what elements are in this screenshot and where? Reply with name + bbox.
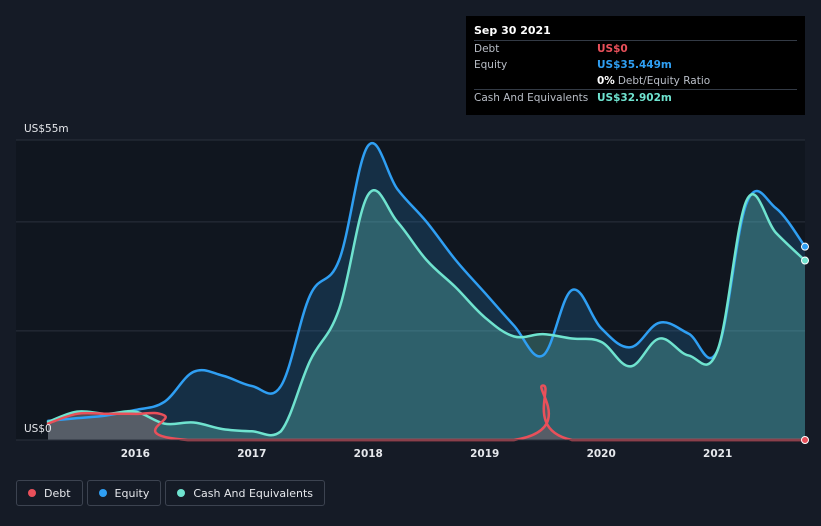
legend-equity-label: Equity — [114, 486, 150, 500]
series-area-cash-and-equivalents — [48, 190, 805, 440]
x-tick-label: 2021 — [703, 448, 732, 460]
end-marker-debt — [801, 436, 809, 444]
tooltip-debt-value: US$0 — [597, 43, 628, 55]
x-tick-label: 2020 — [587, 448, 616, 460]
y-tick-label-min: US$0 — [24, 423, 52, 435]
tooltip-equity-value: US$35.449m — [597, 59, 672, 71]
series-areas — [48, 143, 805, 440]
plot-background — [16, 140, 805, 440]
hover-tooltip: Sep 30 2021 Debt US$0 Equity US$35.449m … — [466, 16, 805, 115]
x-tick-label: 2016 — [121, 448, 150, 460]
end-marker-cash-and-equivalents — [801, 256, 809, 265]
equity-dot-icon — [98, 489, 107, 497]
tooltip-equity-label: Equity — [474, 59, 508, 71]
tooltip-cash-label: Cash And Equivalents — [474, 92, 589, 104]
cash-dot-icon — [177, 489, 186, 497]
tooltip-cash-value: US$32.902m — [597, 92, 672, 104]
x-tick-label: 2017 — [237, 448, 266, 460]
end-marker-equity — [801, 242, 809, 251]
grid — [16, 139, 805, 332]
chart-legend: Debt Equity Cash And Equivalents — [16, 480, 325, 506]
tooltip-debt-label: Debt — [474, 43, 500, 55]
series-line-equity — [46, 141, 807, 423]
y-axis-labels: US$55m US$0 — [24, 123, 69, 435]
series-line-cash-and-equivalents — [46, 189, 807, 437]
tooltip-row-equity: Equity US$35.449m — [474, 57, 797, 73]
legend-debt-label: Debt — [44, 486, 71, 500]
tooltip-row-cash: Cash And Equivalents US$32.902m — [474, 90, 797, 106]
tooltip-ratio-value: 0% — [597, 75, 615, 87]
debt-dot-icon — [28, 489, 36, 497]
legend-item-debt[interactable]: Debt — [16, 480, 83, 506]
end-markers — [801, 242, 809, 444]
tooltip-row-ratio: 0% Debt/Equity Ratio — [474, 73, 797, 90]
tooltip-row-debt: Debt US$0 — [474, 41, 797, 57]
y-tick-label-max: US$55m — [24, 123, 69, 135]
x-tick-label: 2018 — [354, 448, 383, 460]
legend-item-cash[interactable]: Cash And Equivalents — [165, 480, 325, 506]
series-area-equity — [48, 143, 805, 440]
x-tick-label: 2019 — [470, 448, 499, 460]
series-area-debt — [48, 385, 805, 440]
tooltip-date: Sep 30 2021 — [474, 22, 797, 41]
legend-item-equity[interactable]: Equity — [86, 480, 162, 506]
legend-cash-label: Cash And Equivalents — [193, 486, 313, 500]
x-axis-labels: 2016 2017 2018 2019 2020 2021 — [121, 448, 733, 460]
tooltip-ratio-label: Debt/Equity Ratio — [617, 75, 711, 87]
